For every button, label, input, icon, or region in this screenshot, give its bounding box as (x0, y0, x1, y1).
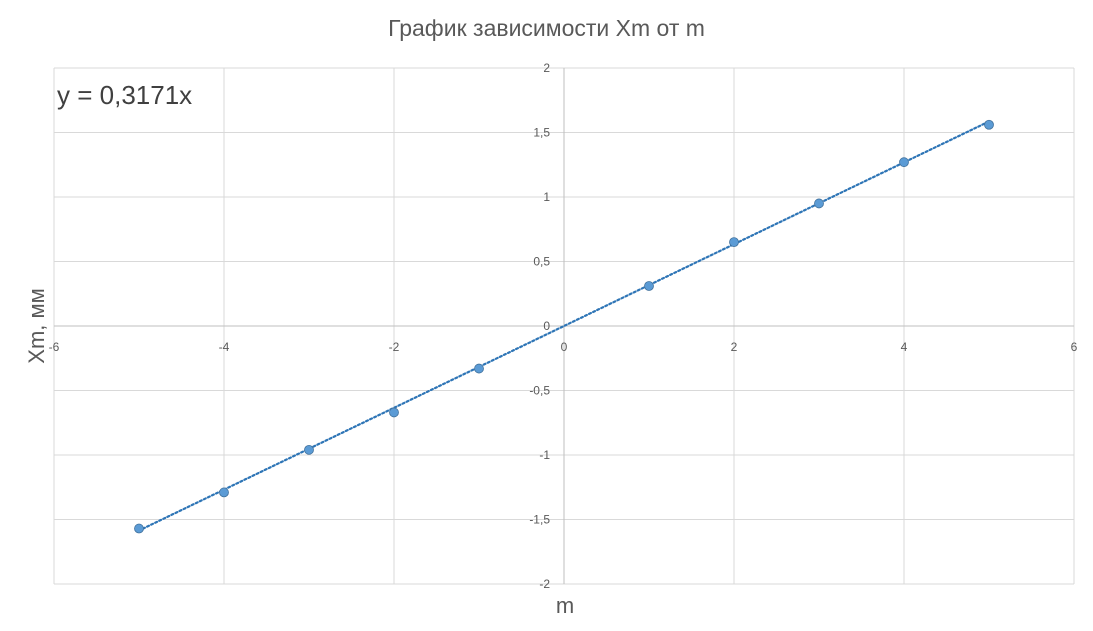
y-tick-label: -1,5 (529, 513, 550, 527)
data-point (389, 407, 399, 418)
y-tick-label: 2 (543, 61, 550, 75)
y-tick-label: 0,5 (533, 255, 550, 269)
trendline-equation: y = 0,3171x (57, 80, 192, 110)
data-point (644, 281, 654, 291)
y-axis-title: Xm, мм (24, 288, 49, 363)
y-tick-label: 1 (543, 190, 550, 204)
data-point (219, 487, 229, 498)
chart-title: График зависимости Xm от m (388, 15, 705, 41)
data-point (899, 157, 909, 168)
data-point (984, 119, 994, 130)
y-tick-label: -2 (539, 577, 550, 591)
data-points (134, 119, 994, 534)
trendline (137, 120, 991, 532)
data-point (134, 523, 144, 534)
data-point (304, 444, 314, 455)
x-axis-title: m (556, 593, 574, 618)
data-point (729, 237, 739, 248)
x-tick-label: 2 (731, 340, 738, 354)
x-tick-label: -4 (219, 340, 230, 354)
data-point (474, 363, 484, 374)
x-tick-label: 6 (1071, 340, 1078, 354)
tick-labels: -6 -4 -2 0 2 4 6 -2 -1,5 -1 -0,5 0 0,5 1 1,5 2 (49, 61, 1078, 591)
x-tick-label: -6 (49, 340, 60, 354)
x-tick-label: 4 (901, 340, 908, 354)
y-tick-label: -1 (539, 448, 550, 462)
trendline-line (137, 120, 991, 532)
y-tick-label: -0,5 (529, 384, 550, 398)
y-tick-label: 0 (543, 319, 550, 333)
x-tick-label: 0 (561, 340, 568, 354)
x-tick-label: -2 (389, 340, 400, 354)
y-tick-label: 1,5 (533, 126, 550, 140)
data-point (814, 198, 824, 209)
